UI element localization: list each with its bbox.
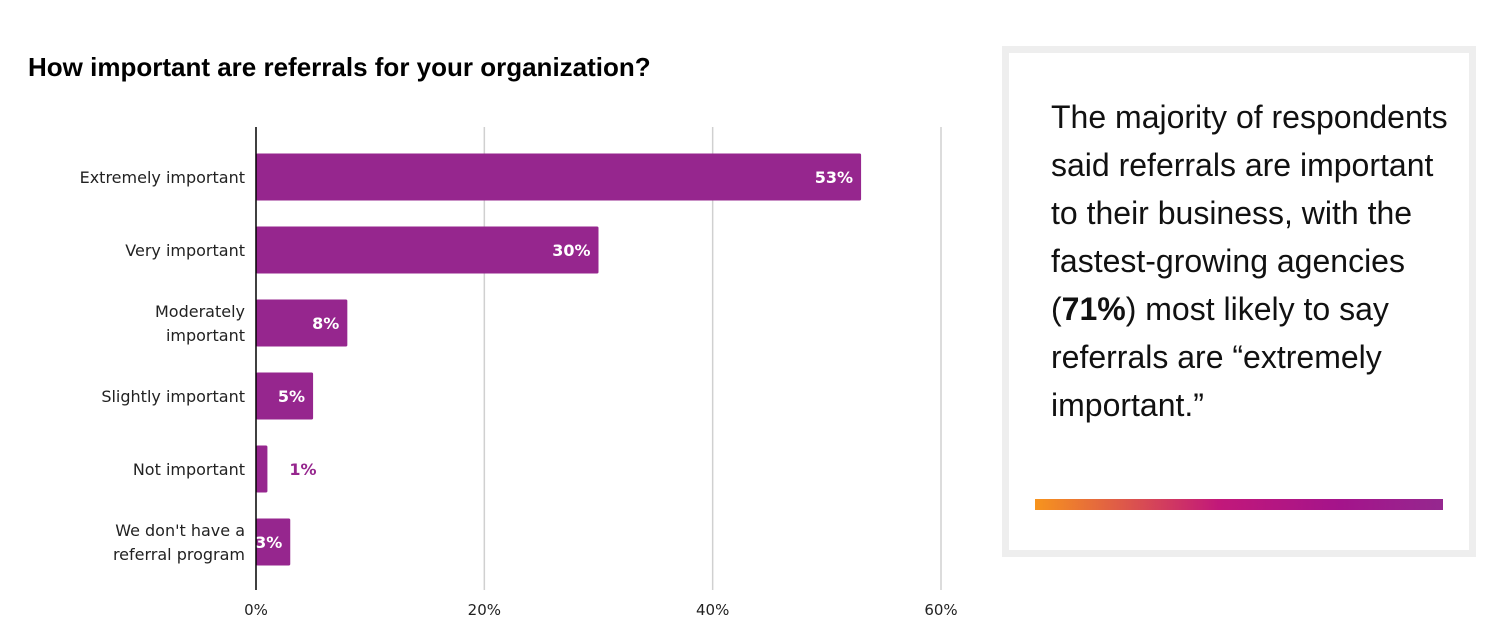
bar-chart: Extremely important 53% Very important 30% M… [80,127,958,619]
data-label: 3% [255,533,282,552]
category-label: Extremely important [80,168,245,187]
chart-title: How important are referrals for your org… [28,52,651,82]
category-label: Not important [133,460,245,479]
bar [256,372,314,420]
category-label: Very important [125,241,245,260]
data-label: 53% [815,168,853,187]
data-label: 5% [278,387,305,406]
callout-box: The majority of respondents said referra… [1002,46,1476,557]
category-label: Slightly important [101,387,245,406]
gradient-accent-bar [1035,499,1443,510]
data-label: 30% [552,241,590,260]
x-tick-label: 40% [696,601,729,619]
callout-text-after: ) most likely to say referrals are “extr… [1051,291,1389,423]
category-label: referral program [113,545,245,564]
callout-text: The majority of respondents said referra… [1051,93,1451,429]
callout-text-before: The majority of respondents said referra… [1051,99,1448,327]
bar [256,518,291,566]
category-label: Moderately [155,302,245,321]
bar [256,226,599,274]
category-label: We don't have a [115,521,245,540]
x-tick-label: 60% [924,601,957,619]
bar [256,153,862,201]
data-label: 8% [312,314,339,333]
bar [256,299,348,347]
x-tick-label: 0% [244,601,268,619]
data-label: 1% [289,460,316,479]
category-label: important [166,326,245,345]
callout-highlight: 71% [1061,291,1126,327]
bar [256,445,268,493]
x-tick-label: 20% [468,601,501,619]
